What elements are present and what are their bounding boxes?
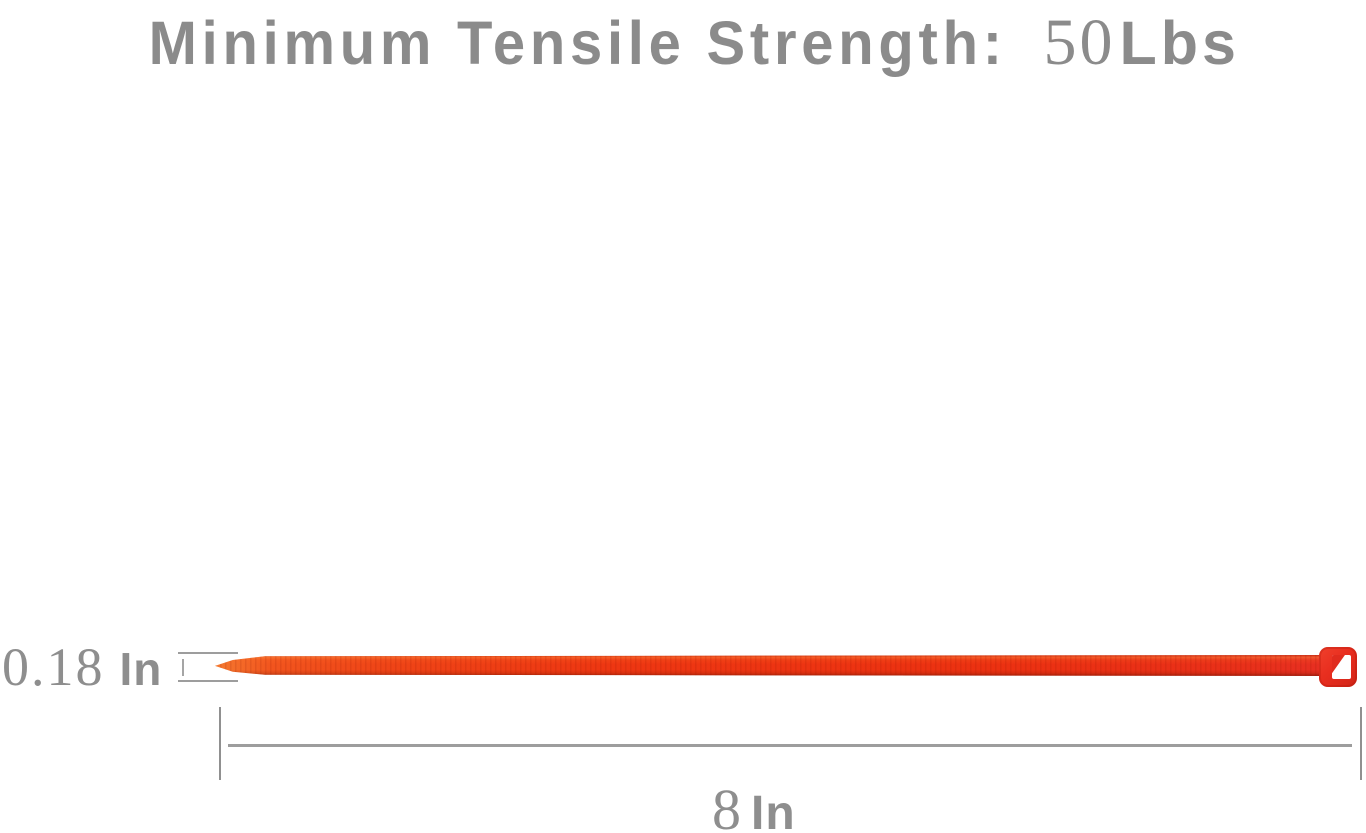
width-unit: In bbox=[119, 643, 163, 695]
cable-tie-head-slot bbox=[1332, 655, 1351, 679]
title-text: Minimum Tensile Strength: bbox=[148, 9, 1007, 77]
width-dimension-label: 0.18 In bbox=[2, 636, 162, 698]
page-title: Minimum Tensile Strength: 50Lbs bbox=[0, 0, 1366, 103]
width-value: 0.18 bbox=[2, 637, 105, 697]
length-dimension-label: 8 In bbox=[712, 776, 796, 833]
width-bracket-top-line bbox=[178, 652, 238, 654]
width-bracket-bottom-line bbox=[178, 680, 238, 682]
length-unit: In bbox=[751, 787, 796, 833]
length-value: 8 bbox=[712, 777, 741, 833]
length-tick-left bbox=[219, 707, 221, 780]
cable-tie-strap bbox=[215, 655, 1325, 676]
cable-tie-pawl bbox=[1332, 655, 1345, 674]
title-strength-value: 50 bbox=[1043, 6, 1116, 79]
length-dimension-line bbox=[228, 744, 1352, 747]
length-tick-right bbox=[1360, 707, 1362, 780]
width-bracket-tick bbox=[182, 659, 184, 676]
title-strength-unit: Lbs bbox=[1119, 9, 1240, 77]
cable-tie-head bbox=[1319, 647, 1357, 687]
